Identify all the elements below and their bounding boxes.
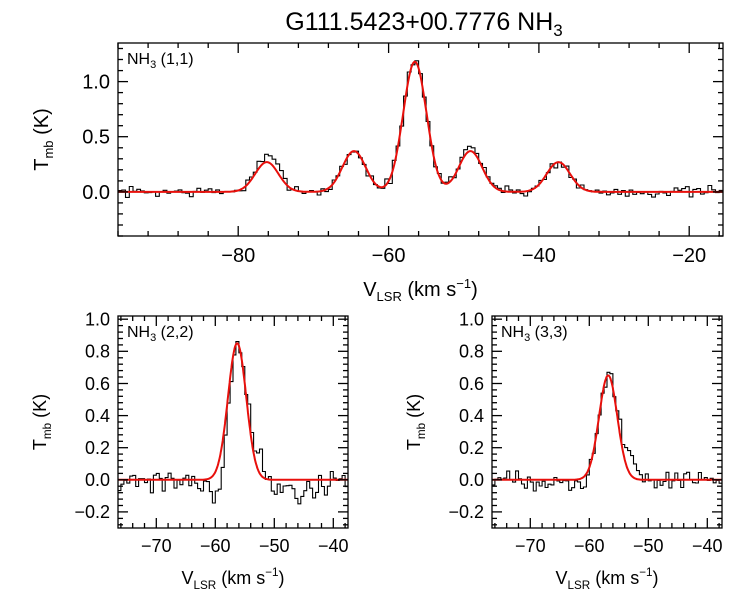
x-tick-label: −70 — [515, 536, 546, 556]
x-tick-label: −80 — [221, 245, 255, 267]
x-axis-label: VLSR (km s−1) — [555, 566, 658, 592]
panel-nh3-33: −70 −60 −50 −40 −0.2 0.0 0.2 0.4 0.6 0.8 1.0 NH3 (3… — [404, 310, 723, 592]
x-tick-label: −40 — [522, 245, 556, 267]
model-fit-line — [118, 342, 348, 481]
x-tick-label: −70 — [141, 536, 172, 556]
y-axis-label: Tmb (K) — [30, 394, 54, 450]
y-tick-label: 1.0 — [85, 310, 110, 330]
x-tick-label: −60 — [200, 536, 231, 556]
y-tick-label: 0.5 — [82, 127, 110, 149]
y-tick-label: 1.0 — [82, 72, 110, 94]
y-tick-label: 0.2 — [85, 438, 110, 458]
y-tick-label: −0.2 — [74, 502, 110, 522]
y-tick-label: 0.0 — [82, 182, 110, 204]
y-tick-label: 0.4 — [85, 406, 110, 426]
y-axis-label: Tmb (K) — [31, 108, 56, 171]
y-tick-label: 1.0 — [459, 310, 484, 330]
panel-label: NH3 (1,1) — [127, 51, 194, 71]
plot-frame — [117, 315, 349, 529]
x-axis-label: VLSR (km s−1) — [181, 566, 284, 592]
x-tick-label: −50 — [633, 536, 664, 556]
y-axis-label: Tmb (K) — [404, 394, 428, 450]
x-tick-label: −60 — [574, 536, 605, 556]
panel-label: NH3 (2,2) — [127, 324, 194, 344]
y-tick-label: 0.8 — [459, 342, 484, 362]
y-tick-label: 0.8 — [85, 342, 110, 362]
observed-spectrum-line — [492, 371, 722, 492]
y-tick-label: 0.6 — [85, 374, 110, 394]
figure-title: G111.5423+00.7776 NH3 — [285, 8, 563, 40]
model-fit-line — [492, 374, 722, 481]
y-tick-label: −0.2 — [448, 502, 484, 522]
x-axis-label: VLSR (km s−1) — [363, 276, 478, 304]
panel-nh3-11: −80 −60 −40 −20 0.0 0.5 1.0 NH3 (1,1) VLSR (km s… — [31, 42, 724, 304]
plot-frame — [491, 315, 723, 529]
x-tick-label: −40 — [318, 536, 349, 556]
x-tick-label: −50 — [259, 536, 290, 556]
x-tick-label: −20 — [672, 245, 706, 267]
x-tick-label: −40 — [692, 536, 723, 556]
y-tick-label: 0.4 — [459, 406, 484, 426]
panel-nh3-22: −70 −60 −50 −40 −0.2 0.0 0.2 0.4 0.6 0.8 1.0 NH3 (2… — [30, 310, 349, 592]
x-tick-label: −60 — [372, 245, 406, 267]
panel-label: NH3 (3,3) — [501, 324, 568, 344]
y-tick-label: 0.6 — [459, 374, 484, 394]
model-fit-line — [118, 60, 723, 193]
y-tick-label: 0.0 — [459, 470, 484, 490]
y-tick-label: 0.2 — [459, 438, 484, 458]
title-main: G111.5423+00.7776 NH — [285, 8, 553, 36]
plot-frame — [117, 42, 724, 237]
y-tick-label: 0.0 — [85, 470, 110, 490]
title-subscript: 3 — [553, 21, 562, 40]
